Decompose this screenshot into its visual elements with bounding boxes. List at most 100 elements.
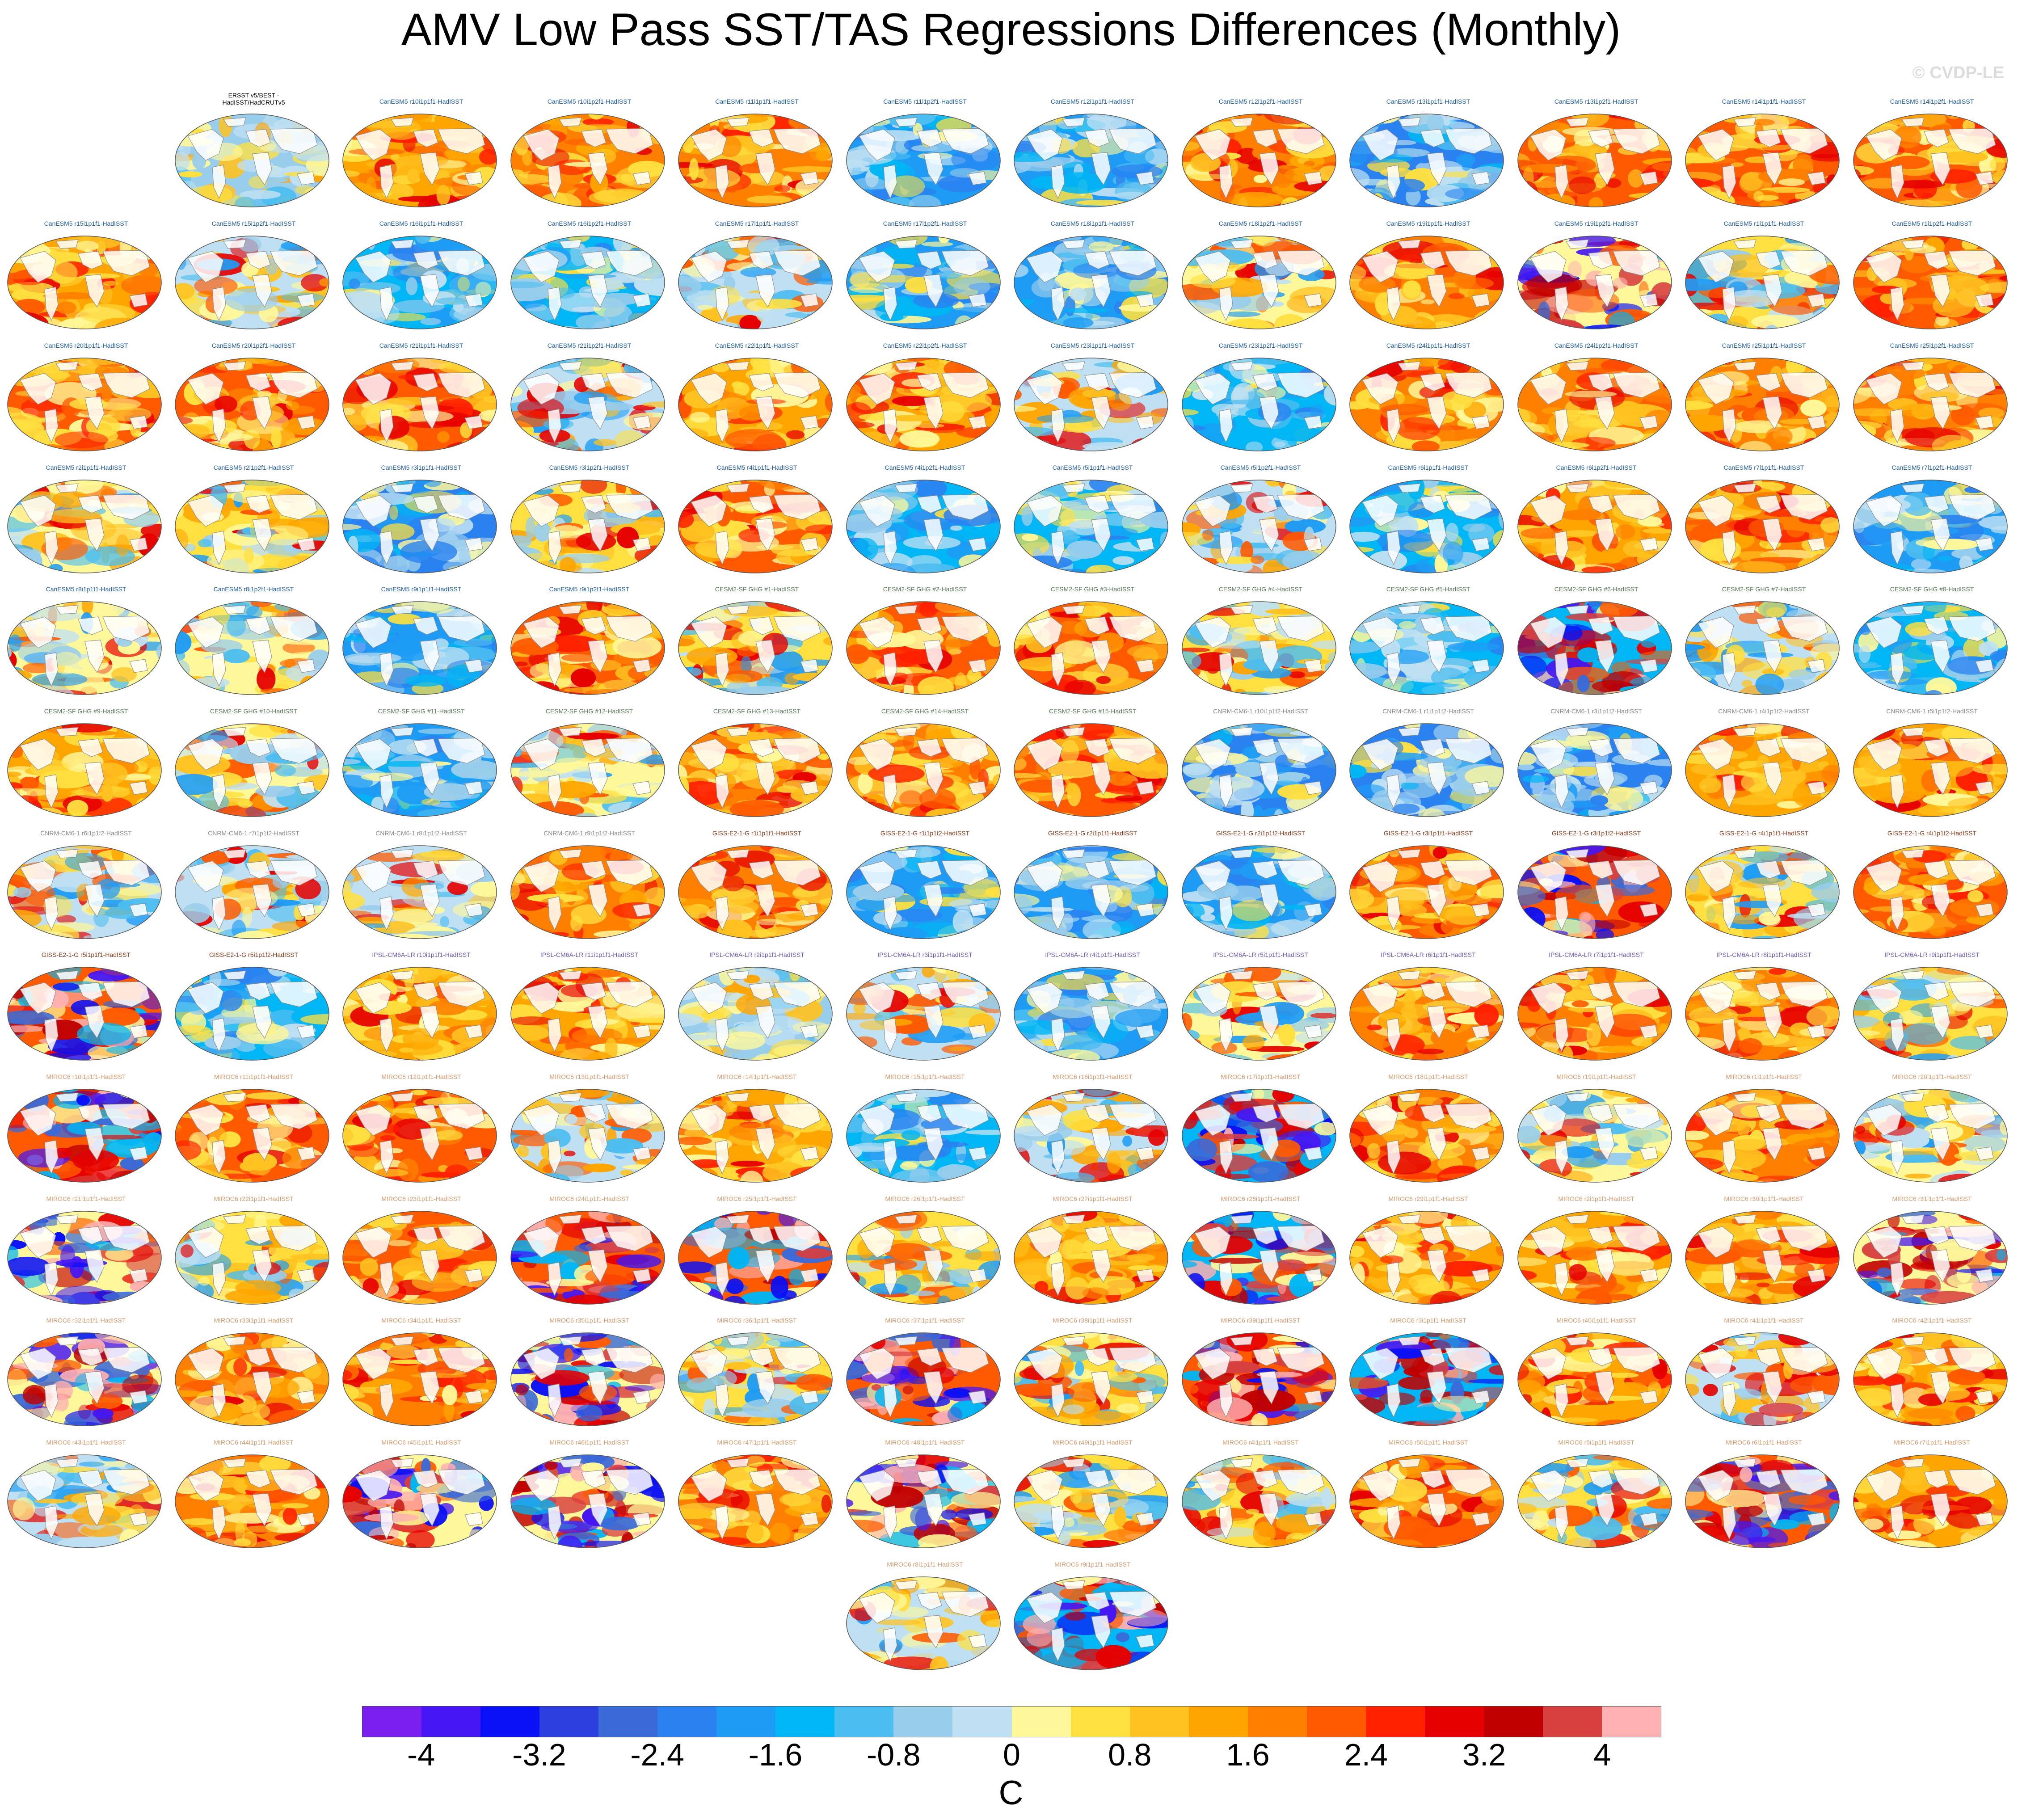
regression-map: [1685, 967, 1840, 1061]
regression-map: [175, 358, 329, 451]
map-panel: GISS-E2-1-G r1i1p1f1-HadISST: [673, 823, 841, 945]
panel-label: CanESM5 r17i1p1f1-HadISST: [673, 214, 841, 233]
map-panel: CESM2-SF GHG #1-HadISST: [673, 579, 841, 701]
panel-label-line: CanESM5 r21i1p1f1-HadISST: [379, 342, 463, 349]
regression-map: [1517, 358, 1672, 451]
regression-map: [1685, 1332, 1840, 1426]
panel-label-line: MIROC6 r11i1p1f1-HadISST: [214, 1073, 294, 1080]
panel-label: IPSL-CM6A-LR r2i1p1f1-HadISST: [673, 945, 841, 965]
regression-map: [1182, 601, 1336, 695]
panel-label: CNRM-CM6-1 r8i1p1f2-HadISST: [337, 823, 505, 843]
map-panel: GISS-E2-1-G r4i1p1f2-HadISST: [1848, 823, 2016, 945]
panel-label-line: CESM2-SF GHG #9-HadISST: [44, 708, 128, 715]
map-panel: CanESM5 r3i1p1f1-HadISST: [337, 458, 505, 579]
regression-map: [678, 723, 833, 817]
panel-label: MIROC6 r19i1p1f1-HadISST: [1512, 1067, 1680, 1087]
panel-label-line: CanESM5 r4i1p2f1-HadISST: [885, 464, 965, 471]
map-panel: CanESM5 r7i1p2f1-HadISST: [1848, 458, 2016, 579]
panel-label-line: MIROC6 r9i1p1f1-HadISST: [1054, 1561, 1131, 1568]
map-panel: MIROC6 r18i1p1f1-HadISST: [1344, 1067, 1512, 1188]
panel-label: MIROC6 r16i1p1f1-HadISST: [1009, 1067, 1176, 1087]
map-panel: CESM2-SF GHG #10-HadISST: [170, 701, 337, 823]
map-panel: MIROC6 r36i1p1f1-HadISST: [673, 1310, 841, 1432]
panel-label: MIROC6 r46i1p1f1-HadISST: [506, 1432, 673, 1452]
panel-label: MIROC6 r34i1p1f1-HadISST: [337, 1310, 505, 1330]
panel-label-line: CanESM5 r6i1p1f1-HadISST: [1388, 464, 1469, 471]
panel-label: CanESM5 r13i1p1f1-HadISST: [1344, 92, 1512, 111]
panel-label: CanESM5 r4i1p2f1-HadISST: [841, 458, 1009, 477]
map-panel: CanESM5 r9i1p1f1-HadISST: [337, 579, 505, 701]
regression-map: [1517, 236, 1672, 329]
map-panel: CanESM5 r18i1p2f1-HadISST: [1177, 214, 1344, 335]
colorbar-swatch: [1129, 1706, 1189, 1737]
panel-label: MIROC6 r6i1p1f1-HadISST: [1680, 1432, 1848, 1452]
regression-map: [1517, 967, 1672, 1061]
map-panel: CanESM5 r4i1p1f1-HadISST: [673, 458, 841, 579]
panel-label-line: CESM2-SF GHG #4-HadISST: [1218, 586, 1303, 593]
regression-map: [678, 1211, 833, 1305]
regression-map: [1853, 480, 2008, 573]
panel-label: CanESM5 r12i1p2f1-HadISST: [1177, 92, 1344, 111]
map-panel: CanESM5 r20i1p2f1-HadISST: [170, 336, 337, 457]
map-panel: MIROC6 r27i1p1f1-HadISST: [1009, 1189, 1176, 1310]
regression-map: [1853, 845, 2008, 939]
regression-map: [1182, 114, 1336, 207]
panel-label-line: IPSL-CM6A-LR r3i1p1f1-HadISST: [877, 951, 973, 958]
regression-map: [342, 723, 497, 817]
map-panel: MIROC6 r29i1p1f1-HadISST: [1344, 1189, 1512, 1310]
panel-label-line: MIROC6 r4i1p1f1-HadISST: [1222, 1439, 1299, 1446]
regression-map: [678, 236, 833, 329]
panel-label: GISS-E2-1-G r4i1p1f2-HadISST: [1848, 823, 2016, 843]
map-panel: CanESM5 r24i1p2f1-HadISST: [1512, 336, 1680, 457]
regression-map: [1517, 601, 1672, 695]
regression-map: [678, 1089, 833, 1183]
panel-label-line: CESM2-SF GHG #3-HadISST: [1050, 586, 1135, 593]
panel-label: CNRM-CM6-1 r4i1p1f2-HadISST: [1680, 701, 1848, 721]
panel-label-line: IPSL-CM6A-LR r2i1p1f1-HadISST: [709, 951, 805, 958]
regression-map: [1685, 723, 1840, 817]
panel-label: CanESM5 r11i1p2f1-HadISST: [841, 92, 1009, 111]
map-panel: IPSL-CM6A-LR r5i1p1f1-HadISST: [1177, 945, 1344, 1066]
page-title: AMV Low Pass SST/TAS Regressions Differe…: [401, 4, 1621, 55]
regression-map: [846, 358, 1001, 451]
map-panel: MIROC6 r45i1p1f1-HadISST: [337, 1432, 505, 1554]
map-panel: MIROC6 r42i1p1f1-HadISST: [1848, 1310, 2016, 1432]
regression-map: [1014, 1454, 1168, 1548]
panel-label: MIROC6 r37i1p1f1-HadISST: [841, 1310, 1009, 1330]
map-panel: CanESM5 r4i1p2f1-HadISST: [841, 458, 1009, 579]
panel-label-line: MIROC6 r37i1p1f1-HadISST: [885, 1317, 965, 1324]
panel-label: MIROC6 r48i1p1f1-HadISST: [841, 1432, 1009, 1452]
regression-map: [846, 236, 1001, 329]
panel-label-line: CanESM5 r7i1p1f1-HadISST: [1723, 464, 1804, 471]
panel-label-line: MIROC6 r28i1p1f1-HadISST: [1221, 1195, 1301, 1202]
panel-label-line: MIROC6 r25i1p1f1-HadISST: [717, 1195, 797, 1202]
regression-map: [1853, 1089, 2008, 1183]
panel-label-line: CNRM-CM6-1 r3i1p1f2-HadISST: [1550, 708, 1642, 715]
map-panel: CNRM-CM6-1 r7i1p1f2-HadISST: [170, 823, 337, 945]
panel-label: CanESM5 r22i1p1f1-HadISST: [673, 336, 841, 355]
panel-label-line: CESM2-SF GHG #2-HadISST: [883, 586, 967, 593]
panel-label: GISS-E2-1-G r3i1p1f2-HadISST: [1512, 823, 1680, 843]
map-panel: CanESM5 r6i1p1f1-HadISST: [1344, 458, 1512, 579]
regression-map: [1014, 358, 1168, 451]
panel-label: CanESM5 r20i1p2f1-HadISST: [170, 336, 337, 355]
regression-map: [175, 1211, 329, 1305]
regression-map: [7, 358, 162, 451]
regression-map: [342, 1454, 497, 1548]
regression-map: [678, 114, 833, 207]
map-panel: CanESM5 r11i1p2f1-HadISST: [841, 92, 1009, 213]
map-panel: MIROC6 r4i1p1f1-HadISST: [1177, 1432, 1344, 1554]
regression-map: [846, 601, 1001, 695]
regression-map: [1853, 723, 2008, 817]
panel-label-line: MIROC6 r48i1p1f1-HadISST: [885, 1439, 965, 1446]
colorbar-swatch: [1601, 1706, 1661, 1737]
panel-label-line: CNRM-CM6-1 r7i1p1f2-HadISST: [208, 830, 299, 837]
panel-label-line: CanESM5 r25i1p1f1-HadISST: [1722, 342, 1806, 349]
panel-label: CanESM5 r5i1p2f1-HadISST: [1177, 458, 1344, 477]
panel-label-line: CanESM5 r14i1p2f1-HadISST: [1890, 98, 1974, 105]
panel-label-line: CanESM5 r22i1p2f1-HadISST: [883, 342, 967, 349]
panel-label: CanESM5 r21i1p2f1-HadISST: [506, 336, 673, 355]
panel-label-line: CanESM5 r11i1p2f1-HadISST: [883, 98, 967, 105]
panel-label: CanESM5 r18i1p1f1-HadISST: [1009, 214, 1176, 233]
colorbar-tick: -0.8: [866, 1737, 921, 1772]
